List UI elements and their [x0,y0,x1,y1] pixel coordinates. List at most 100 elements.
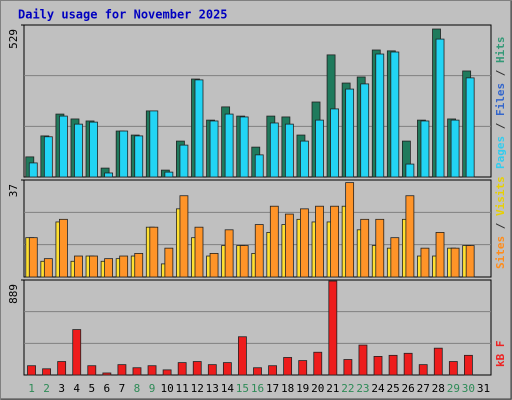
bar [345,88,355,178]
bar [464,354,473,376]
axis-label-part: Pages [494,136,507,169]
bar [390,51,400,178]
bar [89,121,98,178]
bar [117,364,127,376]
axis-label: Pages / Files / Hits [494,37,507,170]
bar [435,232,445,278]
x-tick-label: 23 [356,382,369,395]
x-tick-label: 22 [341,382,354,395]
x-tick-label: 20 [311,382,324,395]
x-tick-label: 3 [58,382,65,395]
x-tick-label: 6 [104,382,111,395]
bar [239,116,249,178]
x-tick-label: 27 [417,382,430,395]
x-tick-label: 28 [432,382,445,395]
bar [179,144,189,178]
bar [343,359,353,376]
bar [28,162,38,178]
axis-label-part: Sites [494,236,507,269]
bar [269,205,279,278]
bar [375,218,385,278]
x-tick-label: 25 [386,382,399,395]
bar [330,108,339,178]
bar [254,224,264,278]
bar [284,213,294,278]
bar [375,53,385,178]
bar [87,365,97,376]
bar [147,365,157,376]
bar [315,119,324,178]
x-tick-label: 31 [477,382,490,395]
x-tick-label: 10 [160,382,173,395]
bar [59,115,68,178]
x-tick-label: 19 [296,382,309,395]
x-tick-label: 17 [266,382,279,395]
x-tick-label: 15 [236,382,249,395]
bar [207,364,217,376]
bar [254,154,264,178]
bar [420,247,430,278]
bar [300,208,309,278]
x-tick-label: 9 [149,382,156,395]
x-tick-label: 24 [371,382,385,395]
bar [315,205,324,278]
bar [405,163,415,178]
bar [373,356,383,376]
bar [269,122,279,178]
x-tick-label: 4 [73,382,80,395]
bar [57,361,67,376]
bar [104,258,114,278]
bar [43,258,53,278]
bar [194,79,204,178]
bar [238,336,247,376]
bar [360,83,370,178]
bar [27,365,36,376]
bar [119,130,129,178]
y-tick-label: 37 [7,184,20,197]
bar [149,110,159,178]
bar [43,136,53,178]
axis-label: Sites / Visits [494,176,507,269]
bar [102,372,112,376]
bar [330,205,339,278]
panel [23,279,492,376]
x-tick-label: 2 [43,382,50,395]
x-tick-label: 21 [326,382,339,395]
bar [283,357,293,376]
bar [465,245,475,278]
bar [405,195,415,278]
x-tick-label: 13 [206,382,219,395]
bar [74,123,83,178]
bar [253,367,262,376]
bar [433,347,443,376]
x-tick-label: 1 [28,382,35,395]
bar [450,119,460,178]
axis-label-part: / [494,216,507,236]
x-tick-label: 14 [221,382,235,395]
bar [224,229,234,278]
y-tick-label: 889 [7,284,20,304]
bar [134,253,144,278]
bar [465,77,475,178]
bar [134,135,144,178]
bar [360,218,370,278]
bar [418,364,428,376]
axis-label-part: Files [494,83,507,116]
bar [284,123,294,178]
bar [345,182,355,278]
bar [42,368,51,376]
bar [89,255,98,278]
bar [162,369,172,376]
bar [224,113,234,178]
bar [239,245,249,278]
bar [268,365,277,376]
axis-label-part: Visits [494,176,507,216]
bar [328,280,338,376]
x-tick-label: 18 [281,382,294,395]
x-tick-label: 30 [462,382,475,395]
x-tick-label: 7 [119,382,126,395]
x-tick-label: 12 [191,382,204,395]
bar [450,247,460,278]
axis-label-part: / [494,63,507,83]
